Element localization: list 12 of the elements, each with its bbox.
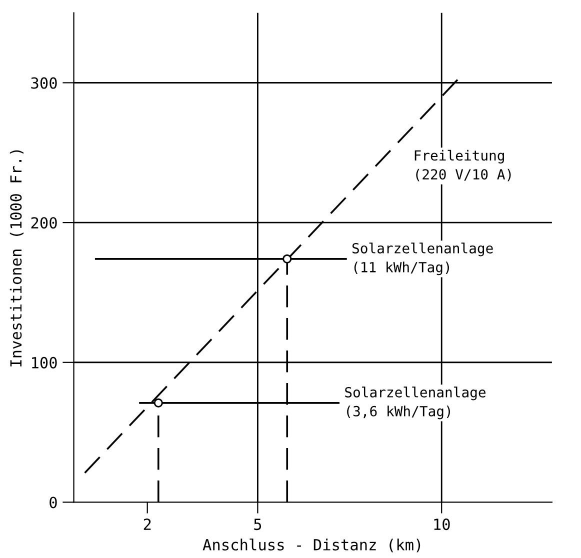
annotation: Solarzellenanlage (3,6 kWh/Tag) — [345, 386, 486, 420]
x-tick-label: 10 — [434, 518, 450, 530]
x-tick-label: 5 — [254, 518, 262, 530]
y-tick-label: 300 — [31, 77, 57, 89]
annotation: Solarzellenanlage (11 kWh/Tag) — [352, 242, 493, 276]
y-tick-label: 0 — [50, 496, 57, 508]
x-tick-label: 2 — [144, 518, 151, 530]
y-tick-label: 200 — [31, 217, 57, 229]
x-axis-title: Anschluss - Distanz (km) — [202, 538, 420, 552]
y-axis-title: Investitionen (1000 Fr.) — [10, 150, 24, 366]
y-tick-label: 100 — [32, 356, 57, 368]
annotation: Freileitung (220 V/10 A) — [414, 150, 511, 182]
